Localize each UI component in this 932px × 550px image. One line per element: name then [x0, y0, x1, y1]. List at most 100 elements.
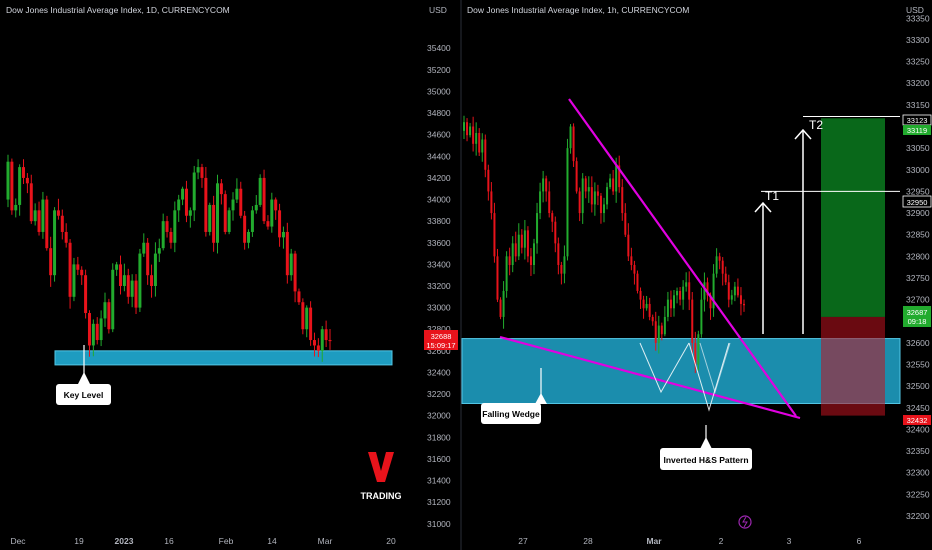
daily-price-axis: 31000 31200 31400 31600 31800 32000 32200 32400… — [427, 43, 451, 529]
candle-body — [682, 286, 685, 300]
candle-body — [150, 275, 154, 286]
candle-body — [466, 122, 469, 136]
candle-body — [309, 307, 313, 341]
brand-name: TRADING — [361, 491, 402, 501]
hourly-axis-unit: USD — [906, 5, 924, 15]
daily-chart-panel: 31000 31200 31400 31600 31800 32000 32200 32400… — [6, 5, 458, 546]
hourly-price-tick: 33150 — [906, 100, 930, 110]
candle-body — [736, 286, 739, 296]
daily-price-tick: 31600 — [427, 454, 451, 464]
candle-body — [572, 126, 575, 162]
hourly-candles — [463, 115, 745, 374]
wedge-lower-line — [499, 335, 801, 420]
hourly-price-tick: 32300 — [906, 468, 930, 478]
hourly-price-tick: 33350 — [906, 13, 930, 23]
key-level-zone — [54, 350, 393, 366]
candle-body — [111, 269, 115, 330]
hourly-price-tick: 32700 — [906, 295, 930, 305]
candle-body — [536, 213, 539, 244]
candle-body — [523, 230, 526, 248]
candle-body — [599, 195, 602, 214]
candle-body — [266, 221, 270, 227]
daily-price-tick: 32600 — [427, 346, 451, 356]
candle-body — [231, 199, 235, 211]
candle-body — [685, 282, 688, 287]
candle-body — [219, 183, 223, 195]
daily-price-tick: 31400 — [427, 476, 451, 486]
candle-body — [581, 178, 584, 214]
hourly-time-axis: 27 28 Mar 2 3 6 — [518, 536, 861, 546]
candle-body — [700, 299, 703, 335]
candle-body — [697, 334, 700, 365]
candle-body — [320, 329, 324, 351]
daily-price-tick: 31000 — [427, 519, 451, 529]
candle-body — [212, 204, 216, 243]
candle-body — [688, 282, 691, 300]
candle-body — [676, 290, 679, 296]
candle-body — [636, 273, 639, 291]
candle-body — [254, 204, 258, 211]
left-shoulder-lines — [639, 342, 690, 394]
candle-body — [609, 178, 612, 188]
candle-body — [703, 282, 706, 300]
candle-body — [493, 213, 496, 257]
candle-body — [679, 290, 682, 300]
candle-body — [173, 210, 177, 243]
candle-body — [188, 210, 192, 216]
candle-body — [542, 178, 545, 192]
candle-body — [157, 248, 161, 254]
target-price-tag: 33119 — [903, 125, 931, 135]
t2-label: T2 — [809, 118, 823, 132]
candle-body — [539, 191, 542, 214]
candle-body — [645, 303, 648, 309]
candle-body — [545, 178, 548, 192]
head-lines — [688, 342, 730, 412]
candle-body — [239, 188, 243, 216]
candle-body — [499, 299, 502, 317]
candle-body — [514, 243, 517, 257]
candle-body — [472, 126, 475, 144]
candle-body — [37, 210, 41, 232]
candle-body — [481, 139, 484, 153]
candle-body — [297, 291, 301, 303]
hourly-price-tick: 33300 — [906, 35, 930, 45]
candle-body — [243, 215, 247, 243]
hourly-price-tick: 33250 — [906, 57, 930, 67]
candle-body — [724, 273, 727, 283]
target-price: 33119 — [907, 126, 927, 135]
candle-body — [593, 191, 596, 205]
candle-body — [177, 199, 181, 211]
t2-price: 33123 — [907, 116, 928, 125]
daily-price-tick: 31200 — [427, 497, 451, 507]
hourly-price-tick: 32800 — [906, 251, 930, 261]
candle-body — [87, 313, 91, 346]
candle-body — [41, 199, 45, 232]
hourly-price-tick: 32950 — [906, 186, 930, 196]
candle-body — [316, 345, 320, 351]
candle-body — [138, 253, 142, 308]
candle-body — [490, 191, 493, 214]
candle-body — [29, 183, 33, 222]
candle-body — [578, 191, 581, 214]
stop-price: 32432 — [907, 416, 928, 425]
inverted-hs-label: Inverted H&S Pattern — [663, 455, 748, 465]
daily-time-tick: 2023 — [115, 536, 134, 546]
lightning-icon[interactable] — [738, 515, 752, 529]
candle-body — [663, 316, 666, 335]
candle-body — [192, 172, 196, 211]
candle-body — [673, 295, 675, 309]
candle-body — [200, 167, 204, 178]
candle-body — [84, 275, 88, 314]
candle-body — [566, 148, 569, 257]
hourly-price-tick: 33000 — [906, 165, 930, 175]
candle-body — [603, 204, 605, 214]
candle-body — [712, 273, 715, 309]
candle-body — [721, 260, 724, 274]
candle-body — [475, 133, 478, 144]
candle-body — [270, 199, 274, 227]
candle-body — [630, 256, 633, 265]
hourly-price-tick: 32400 — [906, 424, 930, 434]
candle-body — [505, 256, 508, 291]
daily-last-price-tag: 32688 15:09:17 — [424, 330, 458, 350]
hourly-time-tick: 27 — [518, 536, 528, 546]
